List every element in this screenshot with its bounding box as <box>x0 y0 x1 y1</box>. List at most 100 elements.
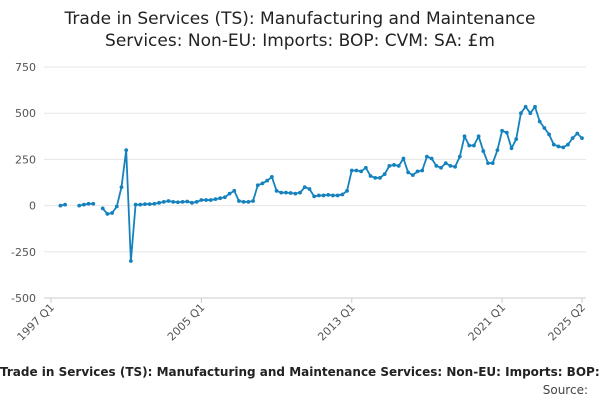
chart-title-line-1: Trade in Services (TS): Manufacturing an… <box>64 9 536 29</box>
data-point <box>279 190 284 195</box>
y-tick-label: -250 <box>11 246 36 259</box>
data-point <box>575 131 580 136</box>
data-point <box>302 185 307 190</box>
data-point <box>265 178 270 183</box>
data-point <box>128 259 133 263</box>
data-point <box>457 154 462 159</box>
data-point <box>331 193 335 198</box>
data-point <box>448 163 453 168</box>
data-point <box>152 201 157 206</box>
x-tick-label: 2025 Q2 <box>546 301 589 344</box>
data-point <box>77 203 82 208</box>
data-point <box>335 193 340 198</box>
data-point <box>232 188 237 193</box>
data-point <box>519 111 523 116</box>
data-point <box>274 188 279 193</box>
data-point <box>251 199 255 203</box>
data-point <box>354 168 359 173</box>
data-point <box>213 197 218 202</box>
y-tick-label: 750 <box>15 61 36 74</box>
data-point <box>453 164 458 169</box>
data-point <box>523 104 528 109</box>
data-point <box>298 190 302 195</box>
data-point <box>133 202 138 207</box>
data-point <box>288 191 293 195</box>
x-tick-label: 2021 Q1 <box>466 301 509 344</box>
data-point <box>486 161 490 166</box>
data-point <box>500 128 505 133</box>
data-point <box>340 192 345 197</box>
data-point <box>194 200 199 204</box>
data-point <box>359 169 364 174</box>
data-point <box>227 191 232 196</box>
data-point <box>528 111 533 116</box>
data-point <box>476 134 481 139</box>
data-point <box>316 193 321 198</box>
data-point <box>561 145 566 150</box>
data-point <box>542 126 547 130</box>
data-point <box>363 165 368 170</box>
data-point <box>566 142 570 147</box>
data-point <box>199 198 204 202</box>
data-point <box>63 202 67 207</box>
data-point <box>246 200 251 204</box>
data-point <box>105 212 110 216</box>
data-point <box>161 200 166 204</box>
y-tick-label: -500 <box>11 292 36 305</box>
x-tick-label: 2005 Q1 <box>165 301 208 344</box>
data-point <box>392 163 396 167</box>
data-point <box>222 195 227 200</box>
data-point <box>533 104 537 109</box>
data-point <box>580 136 584 141</box>
data-point <box>472 143 476 148</box>
data-point <box>349 168 354 173</box>
data-point <box>218 196 223 201</box>
data-point <box>138 202 143 207</box>
data-point <box>387 163 392 168</box>
data-point <box>326 192 331 197</box>
data-point <box>551 142 556 147</box>
data-point <box>260 181 265 186</box>
data-point <box>462 134 467 139</box>
data-point <box>439 165 443 170</box>
footer-series-title: Trade in Services (TS): Manufacturing an… <box>0 365 600 379</box>
data-point <box>208 198 213 202</box>
data-point <box>434 163 439 168</box>
data-point <box>495 148 500 153</box>
data-point <box>307 187 312 191</box>
data-point <box>410 173 415 178</box>
data-point <box>241 200 246 204</box>
data-point <box>110 211 114 215</box>
data-point <box>443 161 448 166</box>
data-point <box>204 198 208 202</box>
data-point <box>420 168 425 173</box>
data-point <box>547 132 552 137</box>
data-point <box>429 156 434 161</box>
data-point <box>570 136 575 141</box>
data-point <box>255 183 260 188</box>
data-point <box>119 185 124 190</box>
data-point <box>378 175 382 180</box>
y-tick-label: 0 <box>29 200 36 213</box>
data-point <box>368 174 373 178</box>
data-point <box>396 163 401 168</box>
data-point <box>401 156 406 161</box>
x-tick-label: 2013 Q1 <box>315 301 358 344</box>
data-point <box>190 200 194 205</box>
data-point <box>81 202 86 207</box>
data-point <box>481 149 486 153</box>
data-point <box>345 188 349 193</box>
chart-title-line-2: Services: Non-EU: Imports: BOP: CVM: SA:… <box>105 31 495 51</box>
data-point <box>373 175 378 180</box>
data-point <box>537 119 542 124</box>
data-point <box>415 169 420 174</box>
data-point <box>166 199 171 203</box>
data-point <box>114 204 119 209</box>
data-point <box>284 190 288 195</box>
data-point <box>509 146 514 151</box>
data-point <box>180 200 185 204</box>
data-point <box>171 200 176 204</box>
data-point <box>312 194 317 199</box>
